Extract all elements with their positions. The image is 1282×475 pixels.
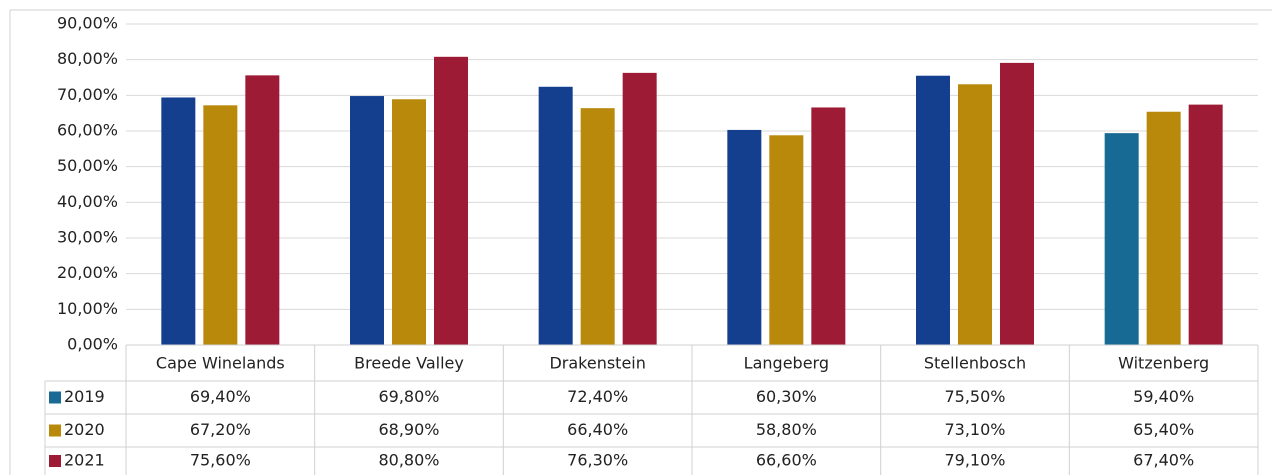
table-value: 73,10% xyxy=(944,420,1005,439)
legend-label: 2020 xyxy=(64,420,105,439)
table-value: 72,40% xyxy=(567,387,628,406)
table-value: 68,90% xyxy=(378,420,439,439)
bar xyxy=(769,135,804,345)
bar xyxy=(916,75,950,345)
y-tick-label: 40,00% xyxy=(57,192,118,211)
bar xyxy=(811,107,846,346)
bar xyxy=(958,84,992,345)
bar xyxy=(622,72,657,345)
table-value: 65,40% xyxy=(1133,420,1194,439)
table-value: 66,60% xyxy=(756,451,817,470)
bar xyxy=(1146,111,1181,346)
y-tick-label: 90,00% xyxy=(57,14,118,33)
table-value: 66,40% xyxy=(567,420,628,439)
table-value: 69,40% xyxy=(190,387,251,406)
y-tick-label: 50,00% xyxy=(57,156,118,175)
bar xyxy=(1000,62,1034,345)
bar xyxy=(392,99,426,345)
bar xyxy=(538,86,573,346)
x-tick-label: Breede Valley xyxy=(354,354,464,373)
x-tick-label: Cape Winelands xyxy=(156,354,285,373)
table-value: 59,40% xyxy=(1133,387,1194,406)
legend-swatch xyxy=(49,455,61,467)
table-value: 75,50% xyxy=(944,387,1005,406)
x-tick-label: Witzenberg xyxy=(1118,354,1209,373)
x-tick-label: Langeberg xyxy=(744,354,829,373)
table-value: 79,10% xyxy=(944,451,1005,470)
y-tick-label: 80,00% xyxy=(57,49,118,68)
bar xyxy=(580,108,615,345)
bar xyxy=(434,56,468,346)
y-tick-label: 0,00% xyxy=(67,335,118,354)
table-value: 67,40% xyxy=(1133,451,1194,470)
y-tick-label: 30,00% xyxy=(57,228,118,247)
table-value: 69,80% xyxy=(378,387,439,406)
table-value: 80,80% xyxy=(378,451,439,470)
table-value: 60,30% xyxy=(756,387,817,406)
table-value: 67,20% xyxy=(190,420,251,439)
y-tick-label: 20,00% xyxy=(57,263,118,282)
legend-swatch xyxy=(49,424,61,437)
y-tick-label: 70,00% xyxy=(57,85,118,104)
bar xyxy=(350,96,384,346)
legend-label: 2021 xyxy=(64,451,105,470)
table-value: 76,30% xyxy=(567,451,628,470)
table-value: 58,80% xyxy=(756,420,817,439)
table-value: 75,60% xyxy=(190,451,251,470)
bar xyxy=(1188,104,1223,346)
bar xyxy=(727,129,762,345)
y-tick-label: 10,00% xyxy=(57,299,118,318)
x-tick-label: Stellenbosch xyxy=(924,354,1026,373)
legend-swatch xyxy=(49,391,61,404)
bar xyxy=(161,97,196,346)
y-tick-label: 60,00% xyxy=(57,121,118,140)
x-tick-label: Drakenstein xyxy=(549,354,645,373)
bar xyxy=(203,105,238,345)
bar xyxy=(245,75,280,346)
legend-label: 2019 xyxy=(64,387,105,406)
bar xyxy=(1104,133,1139,345)
